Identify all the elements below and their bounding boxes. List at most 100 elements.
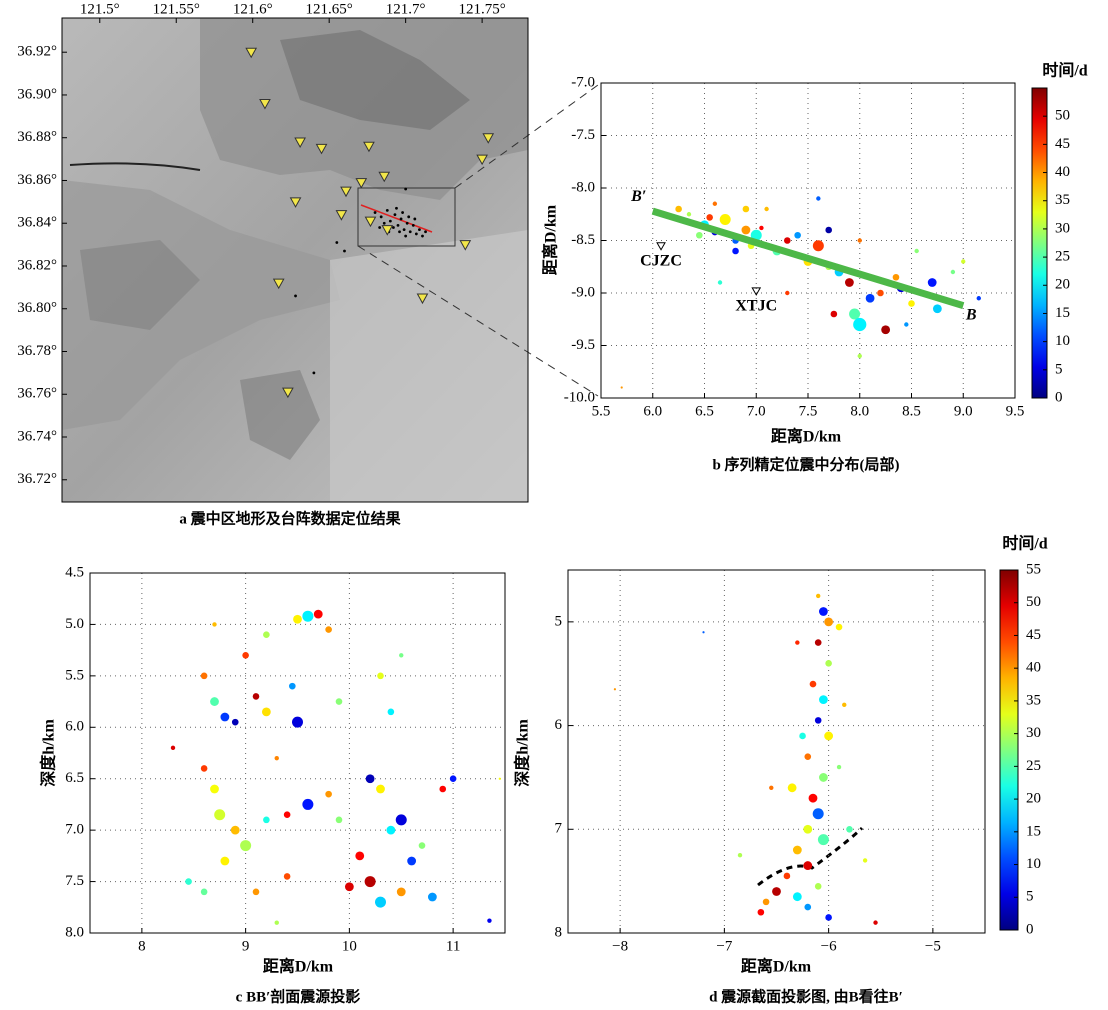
colorbar-tick-label: 35 (1055, 192, 1070, 208)
x-tick-label: 121.55° (153, 1, 200, 17)
hypocenter (772, 887, 781, 896)
hypocenter (825, 914, 832, 921)
hypocenter (261, 707, 271, 717)
x-tick-label: −5 (925, 938, 941, 954)
hypocenter (263, 816, 270, 824)
station (355, 178, 368, 189)
hypocenter (675, 205, 682, 213)
hypocenter (620, 386, 623, 389)
boundary-curve (757, 826, 864, 887)
hypocenter (719, 214, 731, 225)
epicenter (395, 206, 398, 210)
y-tick-label: 5.5 (65, 667, 84, 683)
hypocenter (396, 887, 406, 897)
colorbar-tick-label: 55 (1026, 561, 1041, 577)
hypocenter (904, 322, 909, 327)
x-tick-label: 6.0 (643, 403, 662, 419)
hypocenter (845, 278, 854, 287)
epicenter (405, 221, 409, 225)
hypocenter (808, 793, 818, 803)
hypocenter (825, 660, 832, 667)
caption: c BB′剖面震源投影 (236, 987, 361, 1005)
hypocenter (795, 640, 800, 645)
x-tick-label: 7.5 (799, 403, 818, 419)
hypocenter (927, 278, 937, 287)
epicenter (393, 213, 397, 217)
plot-frame (89, 572, 506, 934)
x-tick-label: 8.5 (902, 403, 921, 419)
station (282, 387, 294, 399)
hypocenter (816, 593, 821, 599)
x-axis-label: 距离D/km (771, 427, 842, 446)
hypocenter (892, 273, 900, 281)
y-tick-label: 6 (555, 717, 563, 733)
hypocenter (387, 708, 395, 716)
hypocenter (439, 785, 447, 793)
hypocenter (263, 631, 270, 639)
hypocenter (407, 856, 417, 866)
y-tick-label: 36.76° (17, 386, 57, 402)
x-tick-label: 8 (138, 938, 146, 954)
y-tick-label: 8.0 (65, 924, 84, 940)
hypocenter (842, 702, 847, 708)
epicenter (411, 223, 415, 227)
colorbar-tick-label: 30 (1026, 725, 1041, 741)
station (482, 133, 495, 144)
hypocenter (487, 918, 492, 923)
epicenter (402, 228, 406, 232)
hypocenter (877, 289, 884, 297)
hypocenter (812, 240, 824, 252)
caption: b 序列精定位震中分布(局部) (712, 455, 899, 473)
hypocenter (375, 896, 386, 908)
epicenter (401, 211, 404, 214)
zoom-connector (454, 84, 599, 189)
hypocenter (862, 858, 868, 863)
x-tick-label: 10 (342, 938, 357, 954)
colorbar-tick-label: 40 (1026, 660, 1041, 676)
hypocenter (399, 653, 404, 658)
hypocenter (976, 296, 981, 301)
station (751, 287, 762, 296)
epicenter (404, 187, 408, 191)
hypocenter (386, 825, 396, 835)
epicenter (414, 232, 418, 236)
epicenter (408, 230, 412, 234)
x-tick-label: 7.0 (747, 403, 766, 419)
hypocenter (961, 259, 966, 264)
epicenter (378, 226, 382, 229)
x-tick-label: 5.5 (592, 403, 611, 419)
y-tick-label: 6.5 (65, 770, 84, 786)
colorbar-tick-label: 5 (1055, 361, 1063, 377)
y-tick-label: 36.82° (17, 257, 57, 273)
y-tick-label: 5 (555, 613, 563, 629)
y-axis-label: 深度h/km (39, 719, 58, 787)
hypocenter (825, 226, 832, 234)
epicenter (294, 294, 297, 298)
plot-frame (567, 569, 986, 934)
hypocenter (794, 231, 801, 239)
y-tick-label: -9.5 (571, 337, 595, 353)
station (335, 210, 348, 221)
y-tick-label: 36.78° (17, 343, 57, 359)
hypocenter (803, 861, 813, 870)
hypocenter (418, 842, 426, 849)
y-tick-label: 36.86° (17, 172, 57, 188)
hypocenter (803, 824, 813, 834)
hypocenter (214, 809, 226, 821)
station-label: CJZC (640, 252, 682, 269)
hypocenter (853, 317, 867, 332)
x-axis-label: 距离D/km (741, 957, 812, 976)
y-tick-label: -7.5 (571, 127, 595, 143)
colorbar-tick-label: 20 (1055, 277, 1070, 293)
station (294, 137, 306, 149)
hypocenter (220, 856, 230, 866)
y-tick-label: -8.0 (571, 179, 595, 195)
profile-label: B (965, 306, 977, 323)
hypocenter (750, 229, 762, 241)
hypocenter (240, 840, 252, 852)
hypocenter (252, 888, 260, 896)
colorbar-tick-label: 15 (1055, 305, 1070, 321)
hypocenter (706, 214, 713, 221)
station (459, 240, 472, 251)
